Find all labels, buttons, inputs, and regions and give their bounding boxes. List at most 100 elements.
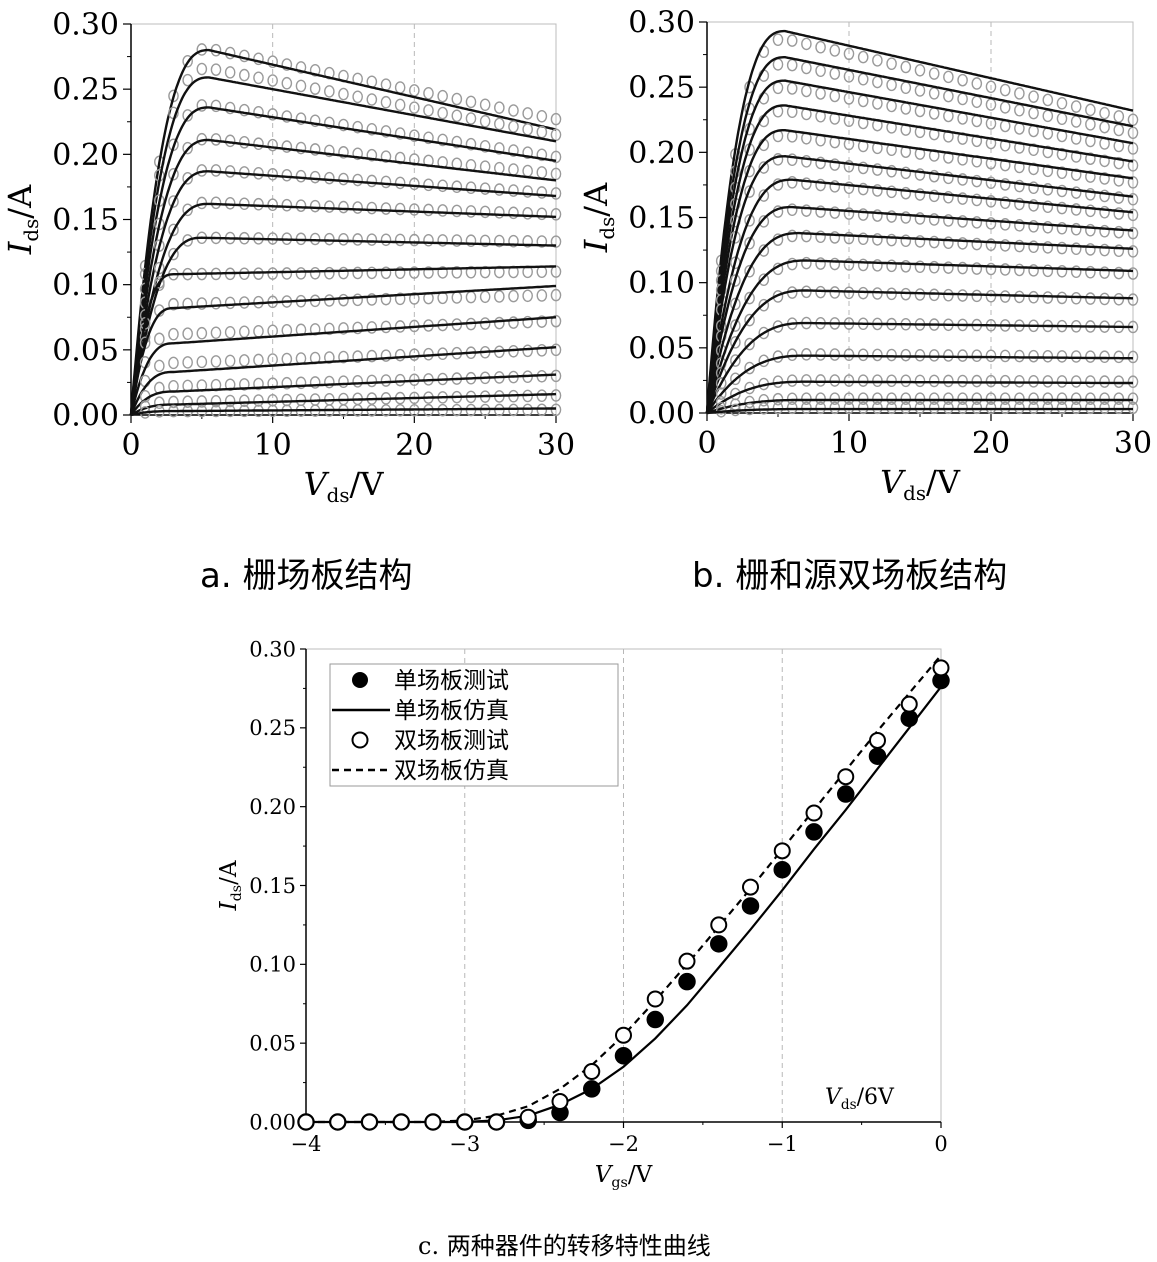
measured-point	[451, 109, 463, 123]
measured-point	[1042, 401, 1054, 415]
measured-point	[366, 148, 378, 162]
measured-point	[900, 234, 912, 248]
measured-point	[1056, 184, 1068, 198]
measured-point	[508, 316, 519, 329]
measured-point	[943, 236, 954, 250]
measured-point	[380, 266, 392, 280]
measured-point	[829, 158, 841, 171]
measured-point	[843, 258, 855, 271]
series-point-2	[456, 1113, 474, 1131]
measured-point	[1085, 401, 1096, 415]
measured-point	[253, 52, 264, 66]
measured-point	[985, 401, 997, 415]
measured-point	[1028, 199, 1039, 212]
measured-point	[786, 401, 798, 415]
measured-point	[394, 127, 406, 140]
simulated-curve	[705, 205, 1134, 414]
measured-point	[843, 374, 855, 387]
measured-point	[971, 392, 983, 405]
measured-point	[815, 392, 826, 405]
measured-point	[1085, 223, 1096, 237]
measured-point	[815, 87, 826, 100]
measured-point	[295, 141, 307, 155]
measured-point	[182, 327, 193, 341]
measured-point	[815, 285, 826, 299]
measured-point	[744, 214, 755, 227]
measured-point	[295, 169, 307, 183]
measured-point	[1099, 392, 1110, 405]
measured-point	[281, 58, 293, 71]
measured-point	[423, 104, 434, 117]
measured-point	[508, 234, 519, 248]
measured-point	[324, 375, 335, 389]
y-tick-label: 0.15	[249, 874, 296, 898]
measured-point	[253, 105, 264, 119]
measured-point	[409, 233, 420, 247]
measured-point	[801, 256, 812, 270]
measured-point	[772, 320, 784, 333]
measured-point	[815, 178, 826, 192]
y-tick-label: 0.10	[249, 953, 296, 977]
x-tick-label: 10	[254, 428, 292, 463]
measured-point	[1042, 392, 1054, 405]
measured-point	[1070, 375, 1082, 388]
measured-point	[872, 374, 883, 388]
series-point-0	[678, 972, 696, 991]
measured-point	[1127, 350, 1139, 364]
measured-point	[338, 233, 349, 246]
measured-point	[1127, 401, 1139, 415]
measured-point	[914, 84, 926, 97]
measured-point	[829, 206, 841, 219]
series-point-2	[551, 1093, 569, 1111]
x-tick-label: −2	[608, 1132, 639, 1156]
measured-point	[843, 392, 855, 405]
measured-point	[843, 348, 855, 361]
measured-point	[772, 81, 784, 95]
measured-point	[886, 233, 897, 247]
measured-point	[1085, 392, 1096, 405]
measured-point	[758, 189, 770, 202]
measured-point	[210, 196, 222, 210]
measured-point	[943, 214, 954, 227]
measured-point	[829, 286, 841, 299]
measured-point	[971, 401, 983, 415]
measured-point	[1042, 93, 1054, 107]
measured-point	[971, 374, 983, 388]
measured-point	[409, 348, 420, 361]
measured-point	[857, 348, 869, 362]
measured-point	[380, 125, 392, 138]
legend-marker-filled	[352, 672, 368, 688]
measured-point	[295, 393, 307, 407]
measured-point	[943, 401, 954, 415]
measured-point	[928, 260, 940, 274]
x-tick-label: 30	[537, 428, 575, 463]
measured-point	[744, 361, 755, 375]
legend-label: 双场板仿真	[394, 758, 509, 784]
measured-point	[423, 203, 434, 217]
measured-point	[324, 85, 335, 98]
measured-point	[1099, 172, 1110, 185]
measured-point	[829, 44, 841, 57]
measured-point	[843, 159, 855, 173]
measured-point	[508, 289, 519, 303]
measured-point	[196, 326, 208, 340]
measured-point	[914, 374, 926, 388]
measured-point	[886, 164, 897, 178]
simulated-curve	[705, 259, 1133, 414]
measured-point	[943, 109, 954, 123]
measured-point	[1085, 170, 1096, 183]
measured-point	[253, 197, 264, 211]
measured-point	[1085, 265, 1096, 279]
measured-point	[1113, 292, 1125, 306]
measured-point	[536, 166, 548, 179]
series-point-2	[361, 1113, 378, 1131]
measured-point	[1028, 143, 1039, 157]
measured-point	[1099, 224, 1110, 238]
measured-point	[1099, 350, 1110, 364]
measured-point	[1099, 106, 1110, 120]
vds-annotation: Vds/6V	[825, 1085, 895, 1113]
measured-point	[1113, 244, 1125, 258]
measured-point	[479, 265, 491, 279]
measured-point	[943, 70, 954, 84]
measured-point	[267, 198, 278, 212]
